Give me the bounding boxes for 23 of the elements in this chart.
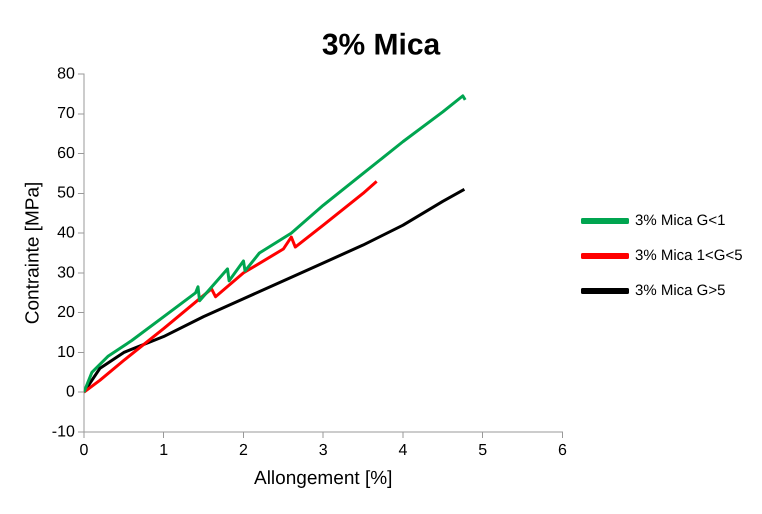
y-tick-label: 0 — [66, 384, 76, 401]
x-tick-label: 2 — [238, 442, 248, 460]
y-tick-label: 40 — [57, 224, 76, 242]
y-axis-title: Contrainte [MPa] — [22, 182, 44, 324]
x-tick-label: 5 — [478, 442, 488, 460]
chart-title: 3% Mica — [322, 28, 441, 62]
y-tick-label: 50 — [57, 184, 76, 202]
y-tick-label: 30 — [57, 264, 76, 282]
x-tick-label: 1 — [159, 442, 168, 460]
x-tick-label: 4 — [398, 442, 408, 460]
y-tick-label: 70 — [57, 105, 76, 122]
y-tick-label: 80 — [57, 65, 76, 82]
x-tick-label: 6 — [558, 442, 568, 460]
y-tick-label: -10 — [52, 423, 76, 440]
legend-label: 3% Mica 1<G<5 — [635, 247, 743, 264]
x-axis-title: Allongement [%] — [254, 468, 392, 489]
x-tick-label: 3 — [318, 442, 328, 460]
legend-label: 3% Mica G<1 — [635, 212, 726, 230]
y-tick-label: 60 — [57, 144, 76, 162]
y-tick-label: 10 — [57, 344, 76, 361]
x-tick-label: 0 — [79, 442, 88, 460]
y-tick-label: 20 — [57, 304, 76, 322]
legend-label: 3% Mica G>5 — [635, 282, 726, 300]
